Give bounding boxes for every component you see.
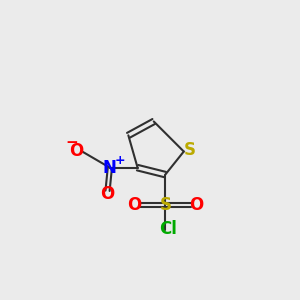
Text: O: O [69,142,83,160]
Text: −: − [65,135,78,150]
Text: O: O [100,185,115,203]
Text: +: + [115,154,126,167]
Text: N: N [103,159,117,177]
Text: Cl: Cl [159,220,176,238]
Text: O: O [189,196,204,214]
Text: S: S [159,196,171,214]
Text: S: S [184,141,196,159]
Text: O: O [127,196,141,214]
